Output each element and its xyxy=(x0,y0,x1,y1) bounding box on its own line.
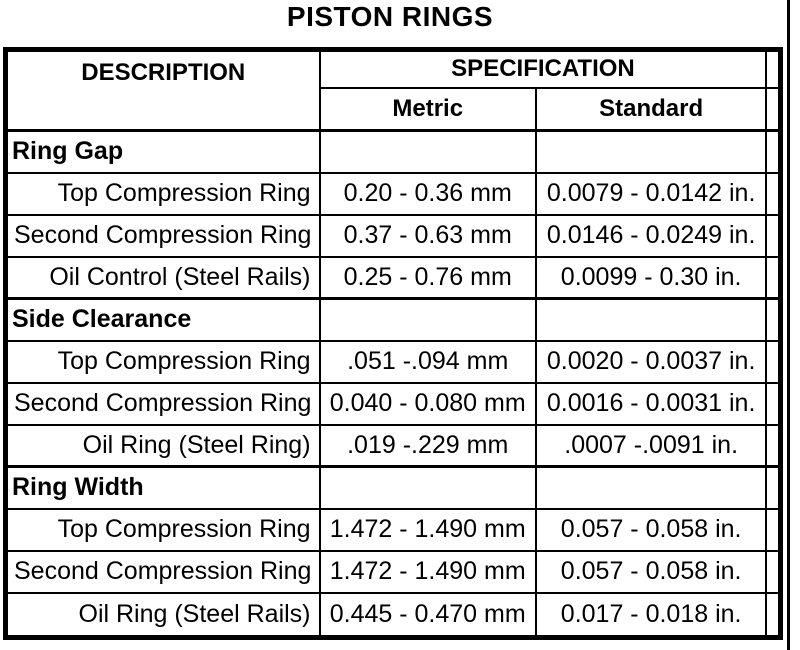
standard-value: 0.057 - 0.058 in. xyxy=(534,549,768,594)
empty-cell xyxy=(765,171,782,216)
empty-cell xyxy=(765,255,782,300)
page-title: PISTON RINGS xyxy=(286,1,494,32)
empty-cell xyxy=(765,465,782,510)
standard-value: 0.0016 - 0.0031 in. xyxy=(534,381,768,426)
empty-cell xyxy=(765,213,782,258)
standard-value: 0.017 - 0.018 in. xyxy=(534,591,768,639)
table-row: Second Compression Ring 0.040 - 0.080 mm… xyxy=(4,381,782,426)
empty-cell xyxy=(765,507,782,552)
table-row: Oil Ring (Steel Ring) .019 -.229 mm .000… xyxy=(4,423,782,468)
row-description: Oil Ring (Steel Ring) xyxy=(4,423,321,468)
page-edge-line xyxy=(787,0,790,650)
section-row-ring-gap: Ring Gap xyxy=(4,129,782,174)
table-row: Oil Control (Steel Rails) 0.25 - 0.76 mm… xyxy=(4,255,782,300)
metric-value: 0.25 - 0.76 mm xyxy=(318,255,537,300)
empty-cell xyxy=(318,465,537,510)
table-row: Oil Ring (Steel Rails) 0.445 - 0.470 mm … xyxy=(4,591,782,639)
standard-value: 0.0146 - 0.0249 in. xyxy=(534,213,768,258)
section-title: Side Clearance xyxy=(4,297,321,342)
row-description: Second Compression Ring xyxy=(4,213,321,258)
row-description: Top Compression Ring xyxy=(4,339,321,384)
piston-rings-spec-table: DESCRIPTION SPECIFICATION Metric Standar… xyxy=(3,47,783,640)
standard-value: 0.0020 - 0.0037 in. xyxy=(534,339,768,384)
standard-value: 0.0079 - 0.0142 in. xyxy=(534,171,768,216)
table-row: Second Compression Ring 1.472 - 1.490 mm… xyxy=(4,549,782,594)
row-description: Top Compression Ring xyxy=(4,171,321,216)
table-row: Second Compression Ring 0.37 - 0.63 mm 0… xyxy=(4,213,782,258)
column-header-description: DESCRIPTION xyxy=(4,48,321,132)
column-header-standard: Standard xyxy=(534,86,768,132)
empty-cell xyxy=(765,423,782,468)
table-row: Top Compression Ring 1.472 - 1.490 mm 0.… xyxy=(4,507,782,552)
table-row: Top Compression Ring .051 -.094 mm 0.002… xyxy=(4,339,782,384)
empty-cell xyxy=(534,129,768,174)
empty-cell xyxy=(318,129,537,174)
empty-cell xyxy=(765,381,782,426)
metric-value: 0.37 - 0.63 mm xyxy=(318,213,537,258)
empty-cell xyxy=(765,549,782,594)
empty-cell xyxy=(534,297,768,342)
empty-cell xyxy=(318,297,537,342)
row-description: Top Compression Ring xyxy=(4,507,321,552)
metric-value: 0.445 - 0.470 mm xyxy=(318,591,537,639)
section-title: Ring Width xyxy=(4,465,321,510)
column-header-specification: SPECIFICATION xyxy=(318,48,768,89)
empty-cell xyxy=(765,129,782,174)
row-description: Second Compression Ring xyxy=(4,381,321,426)
empty-cell xyxy=(534,465,768,510)
section-row-side-clearance: Side Clearance xyxy=(4,297,782,342)
row-description: Oil Ring (Steel Rails) xyxy=(4,591,321,639)
empty-cell xyxy=(765,48,782,89)
metric-value: 1.472 - 1.490 mm xyxy=(318,549,537,594)
row-description: Oil Control (Steel Rails) xyxy=(4,255,321,300)
metric-value: 0.20 - 0.36 mm xyxy=(318,171,537,216)
section-row-ring-width: Ring Width xyxy=(4,465,782,510)
header-row-1: DESCRIPTION SPECIFICATION xyxy=(4,48,782,132)
row-description: Second Compression Ring xyxy=(4,549,321,594)
column-header-metric: Metric xyxy=(318,86,537,132)
empty-cell xyxy=(765,86,782,132)
metric-value: 1.472 - 1.490 mm xyxy=(318,507,537,552)
metric-value: .019 -.229 mm xyxy=(318,423,537,468)
standard-value: .0007 -.0091 in. xyxy=(534,423,768,468)
metric-value: 0.040 - 0.080 mm xyxy=(318,381,537,426)
header-row-2: Metric Standard xyxy=(6,86,782,132)
empty-cell xyxy=(765,297,782,342)
section-title: Ring Gap xyxy=(4,129,321,174)
standard-value: 0.057 - 0.058 in. xyxy=(534,507,768,552)
empty-cell xyxy=(765,339,782,384)
table-row: Top Compression Ring 0.20 - 0.36 mm 0.00… xyxy=(4,171,782,216)
metric-value: .051 -.094 mm xyxy=(318,339,537,384)
empty-cell xyxy=(765,591,782,639)
standard-value: 0.0099 - 0.30 in. xyxy=(534,255,768,300)
